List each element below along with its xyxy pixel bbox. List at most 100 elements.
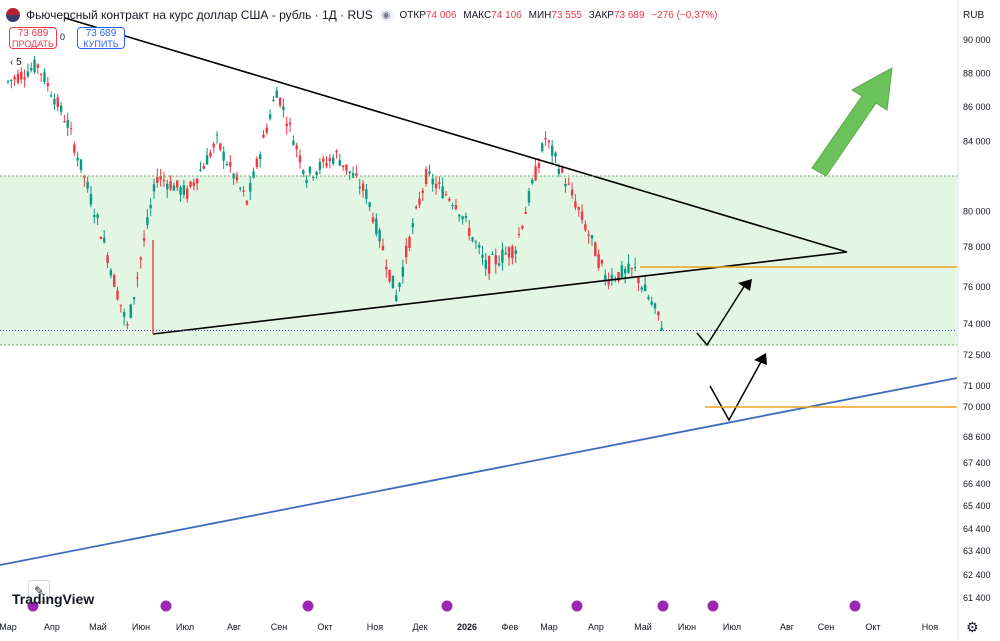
- candle-body: [185, 188, 189, 199]
- time-tick-label: Авг: [780, 622, 795, 632]
- time-tick-label: Сен: [271, 622, 288, 632]
- event-icon: [706, 599, 720, 613]
- candle-body: [351, 173, 355, 178]
- candle-body: [464, 216, 468, 218]
- candle-body: [550, 145, 554, 156]
- candle-body: [527, 190, 531, 203]
- event-icon: [440, 599, 454, 613]
- currency-selector[interactable]: RUB: [963, 10, 985, 21]
- candle-body: [414, 206, 418, 209]
- price-tick-label: 76 000: [963, 282, 991, 292]
- triangle-upper-line: [64, 17, 848, 335]
- candle-body: [541, 143, 544, 152]
- candle-body: [66, 120, 69, 128]
- candle-body: [395, 295, 398, 301]
- price-tick-label: 64 400: [963, 524, 991, 534]
- zigzag-arrowhead-1: [738, 279, 752, 291]
- candle-body: [358, 186, 361, 189]
- pencil-icon[interactable]: ✎: [28, 580, 50, 602]
- candle-body: [139, 257, 142, 260]
- candle-body: [255, 158, 259, 167]
- candle-body: [448, 198, 451, 201]
- candle-body: [401, 266, 405, 277]
- candle-body: [292, 140, 295, 146]
- candle-body: [365, 189, 368, 200]
- candle-body: [149, 205, 152, 209]
- candle-body: [63, 121, 66, 123]
- candle-body: [497, 263, 501, 266]
- candle-body: [487, 256, 491, 274]
- eye-icon[interactable]: ◉: [378, 9, 394, 21]
- time-tick-label: Ноя: [367, 622, 384, 632]
- candle-body: [192, 182, 196, 186]
- candle-body: [650, 301, 653, 305]
- candle-body: [494, 255, 497, 265]
- candle-body: [86, 181, 89, 189]
- candle-body: [630, 267, 634, 269]
- candle-body: [418, 198, 421, 205]
- candle-body: [109, 270, 113, 276]
- time-tick-label: Июн: [132, 622, 150, 632]
- candle-body: [325, 162, 328, 167]
- candle-body: [30, 68, 33, 71]
- candle-body: [564, 183, 567, 187]
- price-tick-label: 74 000: [963, 319, 991, 329]
- candle-body: [16, 73, 20, 83]
- candle-body: [13, 76, 16, 80]
- price-tick-label: 90 000: [963, 35, 991, 45]
- symbol-title[interactable]: Фьючерсный контракт на курс доллар США -…: [26, 8, 373, 22]
- candle-body: [119, 304, 123, 306]
- candle-body: [617, 272, 620, 281]
- candle-body: [590, 235, 594, 239]
- candle-body: [567, 183, 570, 185]
- time-tick-label: 2026: [457, 622, 477, 632]
- time-tick-label: Мар: [540, 622, 558, 632]
- event-icon: [301, 599, 315, 613]
- candle-body: [302, 170, 305, 174]
- candle-body: [219, 143, 222, 150]
- candle-body: [212, 143, 215, 148]
- candle-body: [524, 211, 527, 214]
- price-tick-label: 67 400: [963, 458, 991, 468]
- price-tick-label: 70 000: [963, 402, 991, 412]
- candle-body: [544, 137, 547, 140]
- time-tick-label: Апр: [44, 622, 60, 632]
- candle-body: [275, 90, 278, 98]
- candle-body: [202, 165, 205, 169]
- candle-body: [604, 274, 607, 281]
- candle-body: [229, 161, 232, 167]
- sell-button[interactable]: 73 689 ПРОДАТЬ: [9, 27, 57, 49]
- candle-body: [431, 178, 434, 185]
- time-tick-label: Окт: [865, 622, 880, 632]
- price-tick-label: 71 000: [963, 381, 991, 391]
- candle-body: [335, 150, 338, 153]
- candle-body: [338, 160, 342, 166]
- candle-body: [441, 186, 444, 199]
- candle-body: [557, 168, 561, 174]
- candle-body: [381, 245, 385, 250]
- candle-body: [391, 275, 395, 289]
- candle-body: [268, 114, 272, 119]
- candle-body: [458, 214, 461, 217]
- candle-body: [136, 277, 139, 279]
- settings-icon[interactable]: ⚙: [966, 619, 979, 635]
- candle-body: [627, 263, 630, 273]
- candle-body: [637, 277, 640, 283]
- price-tick-label: 66 400: [963, 479, 991, 489]
- ohlc-values: ОТКР74 006 МАКС74 106 МИН73 555 ЗАКР73 6…: [399, 9, 718, 21]
- candle-body: [653, 303, 657, 309]
- time-tick-label: Июл: [723, 622, 741, 632]
- time-tick-label: Окт: [317, 622, 332, 632]
- candle-body: [89, 193, 93, 205]
- candle-body: [517, 233, 521, 235]
- collapse-indicator[interactable]: ‹ 5: [10, 57, 22, 68]
- candle-body: [162, 179, 166, 181]
- candle-body: [79, 159, 83, 171]
- candle-body: [272, 99, 275, 102]
- price-tick-label: 84 000: [963, 137, 991, 147]
- buy-button[interactable]: 73 689 КУПИТЬ: [77, 27, 125, 49]
- ascending-trend-line: [0, 377, 958, 566]
- candle-body: [295, 145, 298, 150]
- time-tick-label: Сен: [818, 622, 835, 632]
